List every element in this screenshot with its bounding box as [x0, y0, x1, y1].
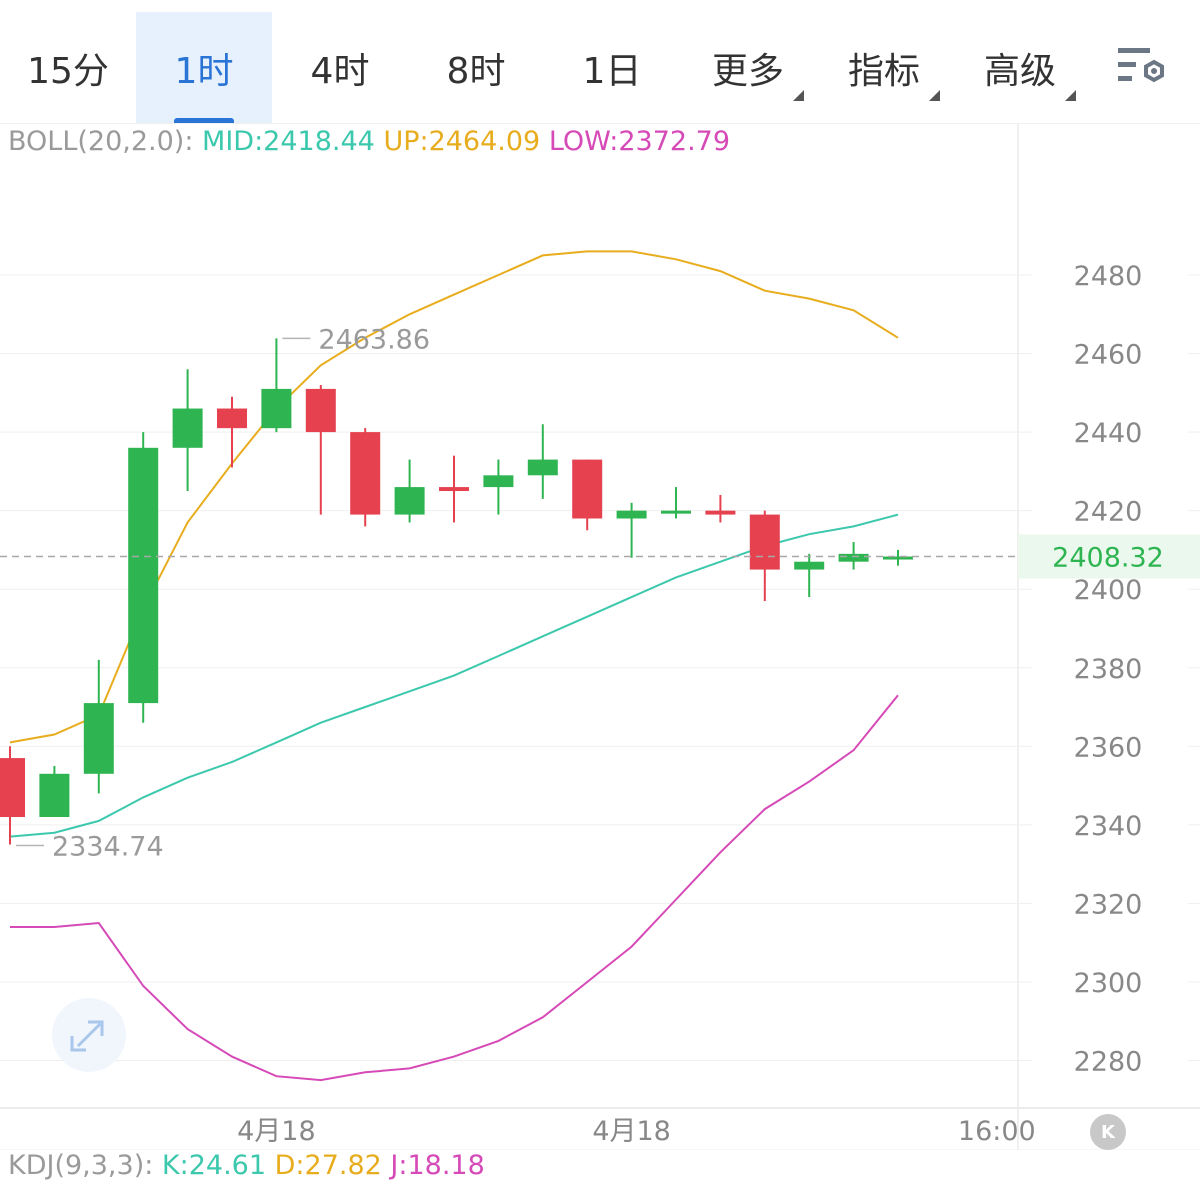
- y-tick-label: 2360: [1074, 732, 1143, 763]
- tab-indicators[interactable]: 指标: [816, 12, 952, 124]
- y-tick-label: 2320: [1074, 889, 1143, 920]
- boll-up-value: UP:2464.09: [383, 126, 541, 157]
- candle-body: [439, 487, 469, 492]
- active-tab-indicator: [174, 118, 234, 124]
- candle-body: [83, 703, 114, 774]
- extreme-value-label: 2463.86: [318, 324, 430, 355]
- y-tick-label: 2340: [1074, 811, 1143, 842]
- candle-body: [749, 514, 780, 570]
- y-tick-label: 2280: [1074, 1047, 1143, 1078]
- current-price-tag: [1018, 534, 1200, 579]
- extreme-value-label: 2334.74: [52, 832, 164, 863]
- dropdown-triangle-icon: [793, 90, 804, 101]
- x-tick-label: 16:00: [958, 1116, 1036, 1147]
- tab-1d[interactable]: 1日: [544, 12, 680, 124]
- boll-mid-value: MID:2418.44: [202, 126, 375, 157]
- expand-arrows-icon[interactable]: [52, 998, 126, 1072]
- kdj-j-value: J:18.18: [390, 1150, 485, 1181]
- k-badge-icon[interactable]: K: [1090, 1114, 1126, 1150]
- kdj-name: KDJ(9,3,3):: [8, 1150, 154, 1181]
- tab-more[interactable]: 更多: [680, 12, 816, 124]
- timeframe-tab-bar: 15分 1时 4时 8时 1日 更多 指标 高级: [0, 0, 1200, 124]
- tab-label: 高级: [983, 51, 1056, 92]
- x-tick-label: 4月18: [592, 1116, 671, 1147]
- boll-name: BOLL(20,2.0):: [8, 126, 194, 157]
- candlestick-chart[interactable]: 2480 2460 2440 2420 2400 2380 2360 2340 2320 2300…: [0, 0, 1200, 1150]
- dropdown-triangle-icon: [929, 90, 940, 101]
- candle-body: [39, 773, 70, 817]
- candle-body: [616, 510, 647, 519]
- candle-body: [0, 758, 25, 817]
- candle-body: [705, 510, 736, 515]
- dropdown-triangle-icon: [1065, 90, 1076, 101]
- y-tick-label: 2460: [1074, 340, 1143, 371]
- tab-bar-divider: [0, 123, 1200, 124]
- candle-body: [394, 487, 425, 515]
- candle-body: [128, 447, 159, 704]
- candle-body: [527, 459, 558, 476]
- candle-body: [883, 556, 913, 560]
- tab-label: 1日: [582, 51, 642, 92]
- tab-label: 4时: [310, 51, 370, 92]
- y-tick-label: 2440: [1074, 418, 1143, 449]
- boll-legend: BOLL(20,2.0): MID:2418.44 UP:2464.09 LOW…: [8, 126, 730, 157]
- tab-1h[interactable]: 1时: [136, 12, 272, 124]
- kdj-d-value: D:27.82: [274, 1150, 382, 1181]
- candle-body: [794, 561, 825, 570]
- k-badge-label: K: [1101, 1121, 1115, 1143]
- candle-body: [838, 553, 869, 562]
- candle-body: [172, 408, 203, 448]
- candle-body: [483, 475, 514, 488]
- boll-low-line: [10, 694, 899, 1082]
- kdj-legend: KDJ(9,3,3): K:24.61 D:27.82 J:18.18: [8, 1150, 485, 1181]
- tab-15min[interactable]: 15分: [0, 12, 136, 124]
- candle-body: [661, 510, 691, 514]
- tab-label: 8时: [446, 51, 506, 92]
- y-tick-label: 2420: [1074, 497, 1143, 528]
- current-price-label: 2408.32: [1052, 543, 1164, 574]
- chart-settings-gear-icon[interactable]: [1108, 38, 1172, 94]
- tab-label: 指标: [847, 51, 920, 92]
- tab-8h[interactable]: 8时: [408, 12, 544, 124]
- candle-body: [261, 388, 292, 429]
- candle-body: [217, 408, 247, 429]
- kdj-k-value: K:24.61: [161, 1150, 267, 1181]
- candle-body: [572, 459, 603, 519]
- tab-advanced[interactable]: 高级: [952, 12, 1088, 124]
- tab-label: 1时: [174, 51, 234, 92]
- tab-label: 15分: [27, 51, 109, 92]
- tab-4h[interactable]: 4时: [272, 12, 408, 124]
- y-tick-label: 2300: [1074, 968, 1143, 999]
- y-tick-label: 2480: [1074, 261, 1143, 292]
- candle-body: [305, 388, 336, 433]
- x-tick-label: 4月18: [237, 1116, 316, 1147]
- y-tick-label: 2380: [1074, 654, 1143, 685]
- y-tick-label: 2400: [1074, 575, 1143, 606]
- boll-low-value: LOW:2372.79: [548, 126, 731, 157]
- tab-label: 更多: [711, 51, 784, 92]
- candle-body: [350, 432, 381, 515]
